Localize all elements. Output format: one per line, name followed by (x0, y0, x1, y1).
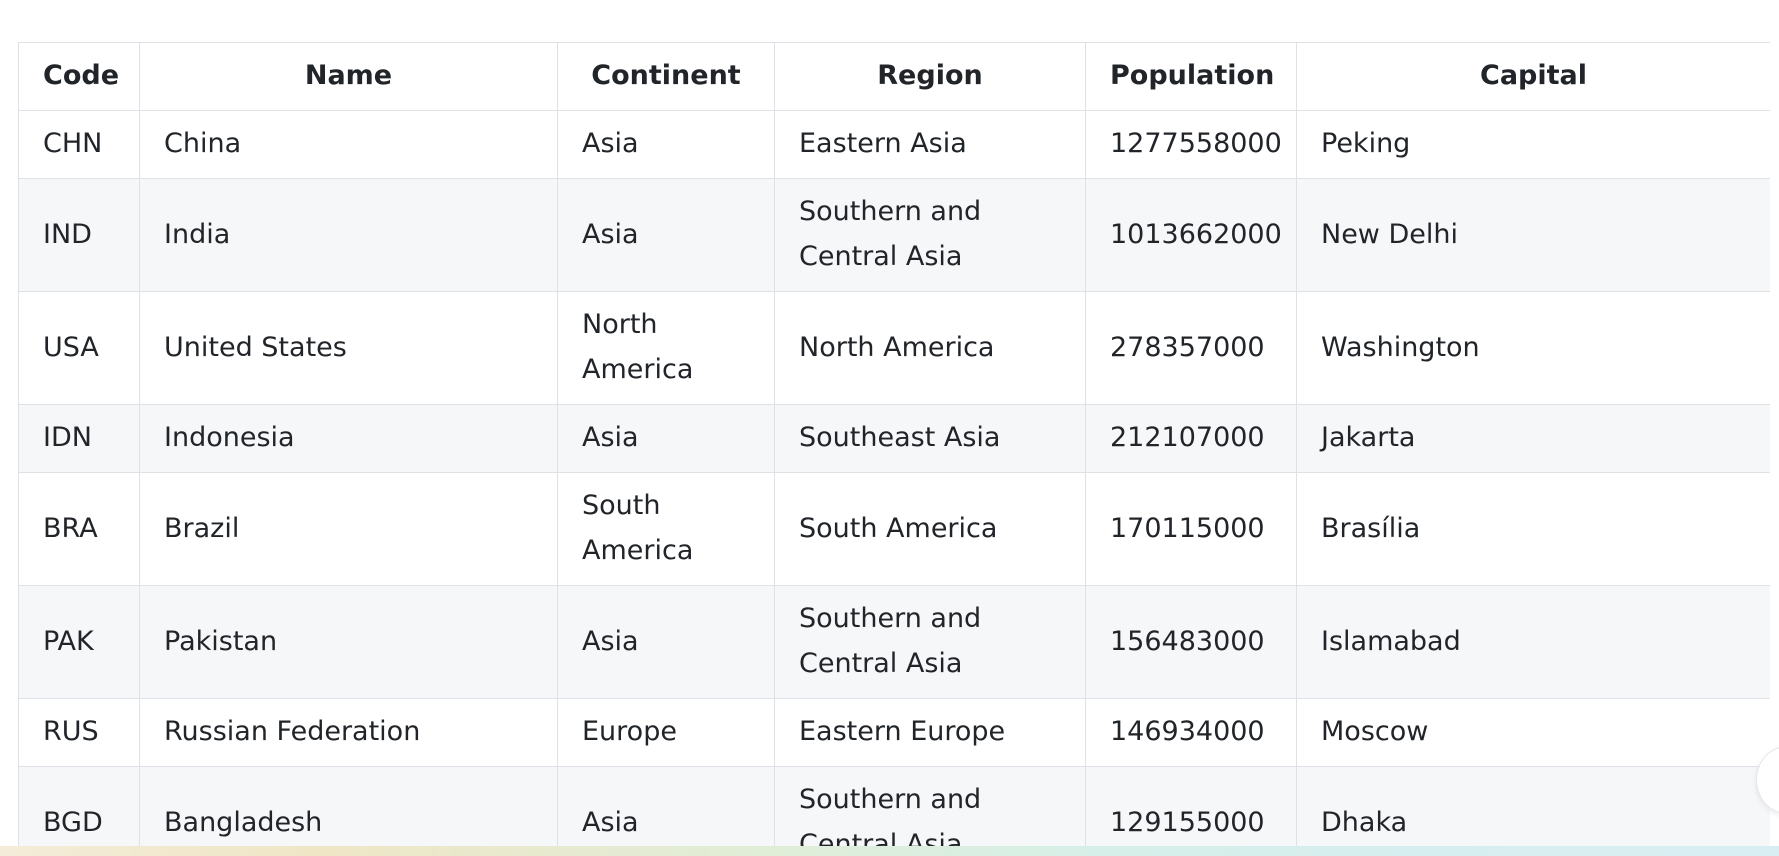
cell-code: PAK (18, 585, 140, 699)
cell-capital: Dhaka (1296, 766, 1770, 856)
cell-region: Southern and Central Asia (774, 178, 1086, 292)
cell-region: Southern and Central Asia (774, 585, 1086, 699)
cell-region: Eastern Asia (774, 110, 1086, 179)
cell-population: 170115000 (1085, 472, 1297, 586)
cell-region: South America (774, 472, 1086, 586)
table-header: Code Name Continent Region Population Ca… (18, 42, 1770, 111)
cell-continent: Asia (557, 110, 775, 179)
table-row: IDN Indonesia Asia Southeast Asia 212107… (18, 404, 1770, 473)
cell-continent: North America (557, 291, 775, 405)
cell-code: USA (18, 291, 140, 405)
cell-code: IDN (18, 404, 140, 473)
cell-name: Pakistan (139, 585, 558, 699)
table-row: USA United States North America North Am… (18, 291, 1770, 405)
cell-code: BRA (18, 472, 140, 586)
cell-capital: Brasília (1296, 472, 1770, 586)
cell-region: Southeast Asia (774, 404, 1086, 473)
cell-population: 1013662000 (1085, 178, 1297, 292)
cell-population: 212107000 (1085, 404, 1297, 473)
cell-name: Bangladesh (139, 766, 558, 856)
cell-name: Indonesia (139, 404, 558, 473)
cell-region: Eastern Europe (774, 698, 1086, 767)
cell-population: 278357000 (1085, 291, 1297, 405)
cell-name: Russian Federation (139, 698, 558, 767)
cell-code: RUS (18, 698, 140, 767)
cell-continent: Europe (557, 698, 775, 767)
column-header-region[interactable]: Region (774, 42, 1086, 111)
cell-population: 156483000 (1085, 585, 1297, 699)
cell-continent: Asia (557, 585, 775, 699)
cell-region: North America (774, 291, 1086, 405)
column-header-continent[interactable]: Continent (557, 42, 775, 111)
cell-continent: South America (557, 472, 775, 586)
cell-capital: New Delhi (1296, 178, 1770, 292)
cell-capital: Jakarta (1296, 404, 1770, 473)
cell-capital: Peking (1296, 110, 1770, 179)
cell-continent: Asia (557, 404, 775, 473)
countries-table: Code Name Continent Region Population Ca… (18, 42, 1770, 856)
cell-code: IND (18, 178, 140, 292)
table-row: IND India Asia Southern and Central Asia… (18, 178, 1770, 292)
cell-population: 1277558000 (1085, 110, 1297, 179)
column-header-capital[interactable]: Capital (1296, 42, 1770, 111)
cell-capital: Washington (1296, 291, 1770, 405)
cell-capital: Moscow (1296, 698, 1770, 767)
taskbar-edge (0, 846, 1779, 856)
column-header-population[interactable]: Population (1085, 42, 1297, 111)
table-row: PAK Pakistan Asia Southern and Central A… (18, 585, 1770, 699)
cell-region: Southern and Central Asia (774, 766, 1086, 856)
table-body: CHN China Asia Eastern Asia 1277558000 P… (18, 110, 1770, 856)
cell-name: Brazil (139, 472, 558, 586)
cell-continent: Asia (557, 178, 775, 292)
table-row: BRA Brazil South America South America 1… (18, 472, 1770, 586)
table-container: Code Name Continent Region Population Ca… (18, 42, 1770, 856)
cell-name: United States (139, 291, 558, 405)
cell-population: 129155000 (1085, 766, 1297, 856)
cell-continent: Asia (557, 766, 775, 856)
cell-capital: Islamabad (1296, 585, 1770, 699)
column-header-code[interactable]: Code (18, 42, 140, 111)
column-header-name[interactable]: Name (139, 42, 558, 111)
table-row: BGD Bangladesh Asia Southern and Central… (18, 766, 1770, 856)
cell-name: India (139, 178, 558, 292)
header-row: Code Name Continent Region Population Ca… (18, 42, 1770, 111)
table-row: CHN China Asia Eastern Asia 1277558000 P… (18, 110, 1770, 179)
table-row: RUS Russian Federation Europe Eastern Eu… (18, 698, 1770, 767)
cell-population: 146934000 (1085, 698, 1297, 767)
cell-name: China (139, 110, 558, 179)
cell-code: CHN (18, 110, 140, 179)
cell-code: BGD (18, 766, 140, 856)
